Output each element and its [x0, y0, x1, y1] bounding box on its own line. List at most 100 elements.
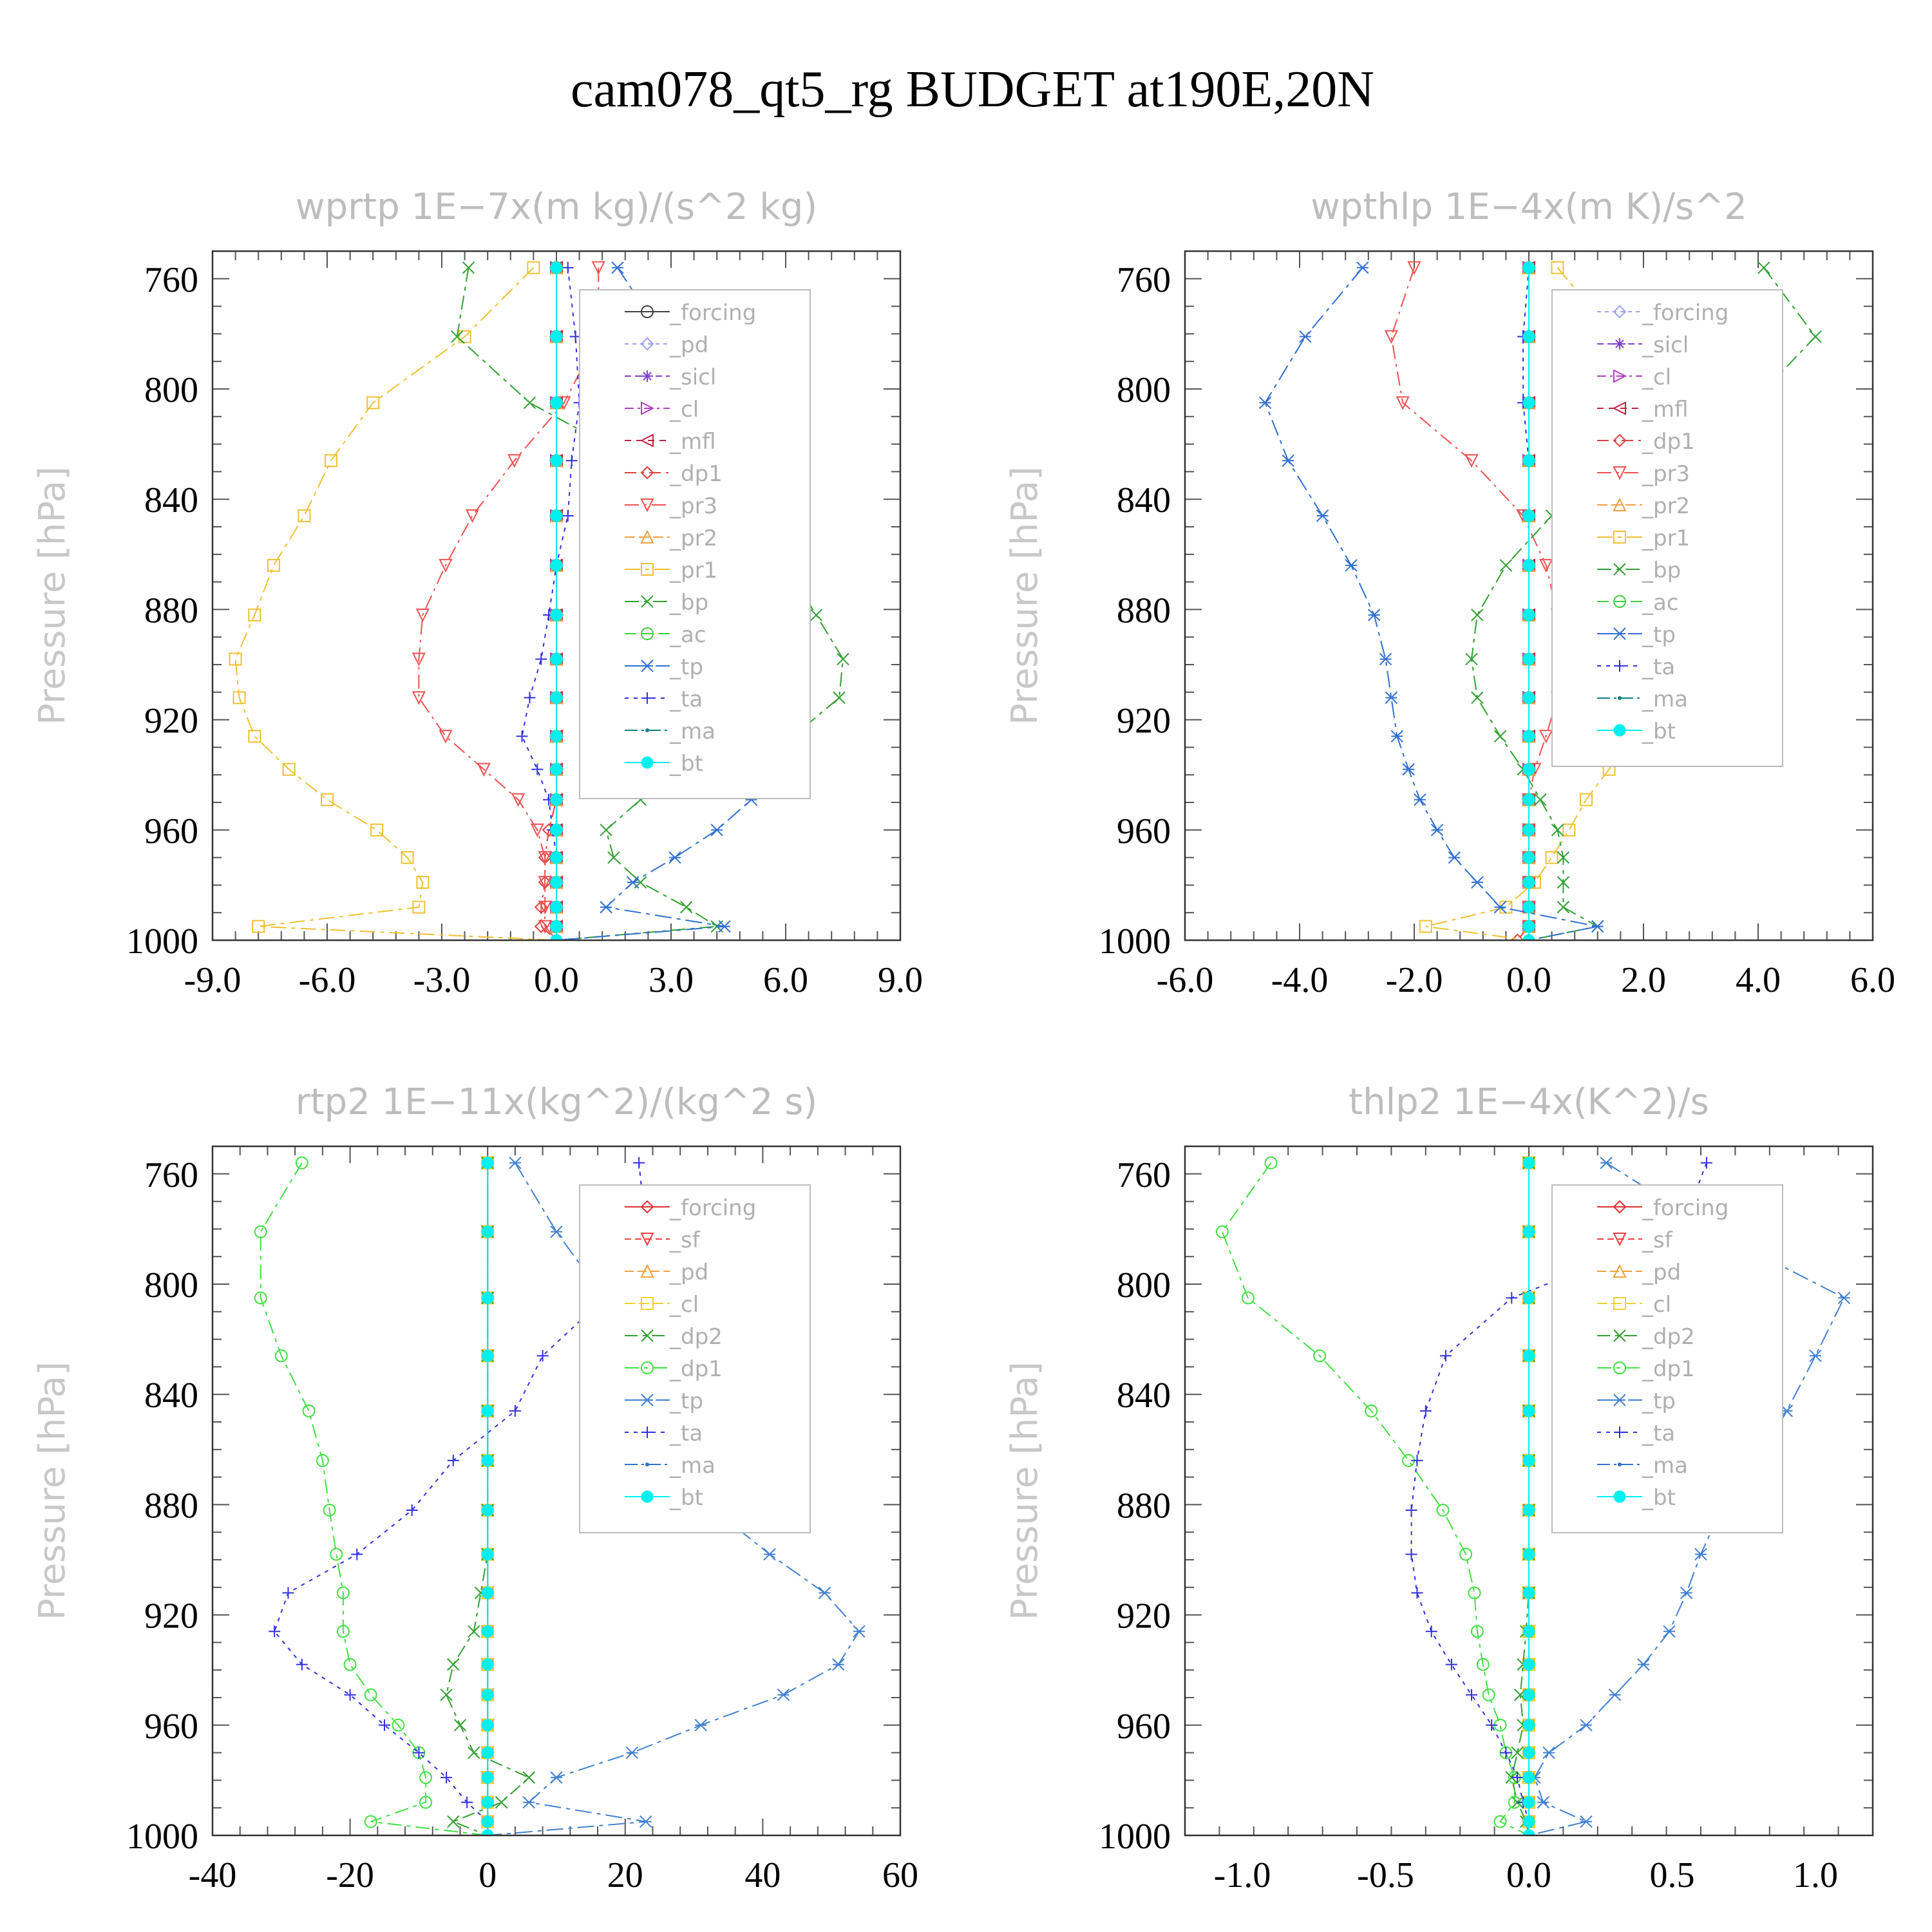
data-point-dp2 [468, 1746, 480, 1759]
data-point-dp1 [295, 1156, 308, 1170]
data-point-bp [1471, 609, 1484, 621]
data-point-tp [777, 1689, 790, 1701]
series-line-pr1 [234, 267, 557, 940]
legend-marker [1613, 531, 1626, 544]
legend-label: _pr1 [669, 558, 717, 583]
legend-label: _ma [1642, 1453, 1688, 1479]
legend-marker [645, 728, 649, 732]
data-point-tp [625, 1746, 639, 1759]
data-point-ta [440, 1772, 453, 1784]
data-point-pr1 [370, 823, 384, 837]
data-point-pr3 [439, 558, 453, 573]
data-point-pr3 [465, 509, 480, 524]
data-point-tp [550, 1771, 563, 1784]
data-point-pr1 [282, 762, 296, 776]
legend-label: _ac [669, 622, 706, 648]
x-tick-label: -9.0 [184, 960, 242, 1000]
y-axis-label: Pressure [hPa] [32, 1361, 73, 1620]
legend-marker [1613, 627, 1626, 640]
legend-marker [1614, 660, 1625, 672]
data-point-bt [481, 1658, 494, 1671]
series-line-tp [1264, 267, 1598, 940]
data-point-pr3 [1407, 261, 1421, 275]
y-tick-label: 760 [144, 1155, 198, 1195]
data-point-ta [413, 1747, 425, 1759]
data-point-dp1 [274, 1349, 288, 1363]
data-point-bt [1522, 1157, 1535, 1170]
data-point-bt [1522, 261, 1535, 274]
data-point-tp [626, 876, 639, 889]
data-point-ta [565, 455, 578, 467]
legend-marker [1614, 1426, 1625, 1438]
plot-frame [211, 250, 902, 942]
data-point-pr3 [415, 608, 430, 623]
data-point-bp [1493, 730, 1507, 743]
legend-marker [1613, 1490, 1626, 1503]
data-point-bp [462, 261, 475, 274]
data-point-bt [550, 730, 563, 743]
data-point-dp1 [419, 1795, 433, 1809]
legend-marker [640, 529, 654, 544]
data-point-dp2 [447, 1815, 460, 1828]
data-point-pr1 [527, 261, 540, 274]
data-point-tp [1345, 559, 1358, 572]
data-point-ta [535, 653, 547, 665]
legend-marker [1613, 433, 1627, 448]
y-tick-label: 800 [1117, 370, 1171, 410]
data-point-bt [1522, 1829, 1535, 1835]
panel-title: rtp2 1E−11x(kg^2)/(kg^2 s) [296, 1081, 818, 1123]
data-point-pr3 [477, 762, 491, 777]
data-point-tp [1580, 1815, 1593, 1828]
y-tick-label: 880 [1117, 1486, 1171, 1526]
legend-marker [1618, 1463, 1622, 1466]
legend-marker [1614, 338, 1625, 350]
data-point-pr3 [530, 823, 544, 838]
data-point-pr1 [416, 876, 430, 889]
chart-panels: wprtp 1E−7x(m kg)/(s^2 kg) Pressure [hPa]… [32, 186, 1895, 1895]
data-point-ta [1411, 1587, 1423, 1599]
data-point-bt [550, 652, 563, 665]
y-tick-label: 920 [144, 701, 198, 741]
data-point-dp1 [1468, 1586, 1481, 1600]
series-line-dp1 [1221, 1162, 1530, 1835]
data-point-bt [1522, 763, 1535, 776]
data-point-tp [1637, 1658, 1650, 1671]
series-line-ta [521, 267, 580, 940]
data-point-bt [1522, 559, 1535, 572]
legend-label: _dp2 [669, 1324, 723, 1350]
x-tick-label: -20 [326, 1855, 374, 1895]
legend-label: _pd [669, 1260, 708, 1285]
y-tick-label: 920 [1117, 1596, 1171, 1636]
data-point-ta [1411, 1454, 1423, 1466]
data-point-bt [1522, 652, 1535, 665]
data-point-ta [633, 1157, 645, 1169]
data-point-tp [1414, 793, 1426, 806]
data-point-ta [461, 1796, 473, 1808]
data-point-ta [516, 730, 528, 743]
data-point-pr3 [591, 261, 605, 275]
legend-marker [641, 595, 654, 608]
data-point-bt [1522, 1625, 1535, 1638]
legend-marker [640, 498, 654, 513]
data-point-pr1 [324, 454, 337, 468]
data-point-ta [1700, 1157, 1712, 1169]
data-point-pr1 [366, 396, 380, 410]
data-point-ta [536, 1350, 549, 1362]
data-point-ta [1511, 1772, 1524, 1784]
data-point-dp1 [364, 1815, 377, 1828]
y-tick-label: 840 [1117, 480, 1171, 520]
data-point-dp1 [316, 1454, 329, 1467]
x-tick-label: -40 [189, 1855, 237, 1895]
data-point-tp [1448, 851, 1461, 864]
x-tick-label: 6.0 [763, 960, 808, 1000]
y-tick-label: 760 [144, 260, 198, 300]
legend-marker [641, 401, 655, 415]
data-point-ta [509, 1405, 521, 1417]
legend-label: _ma [669, 719, 715, 744]
data-point-ta [1506, 1292, 1518, 1304]
data-point-pr1 [401, 851, 414, 864]
figure-title: cam078_qt5_rg BUDGET at190E,20N [571, 61, 1374, 118]
series-line-ta [1410, 1162, 1707, 1835]
data-point-pr1 [1580, 793, 1593, 806]
legend-marker [645, 1463, 649, 1466]
